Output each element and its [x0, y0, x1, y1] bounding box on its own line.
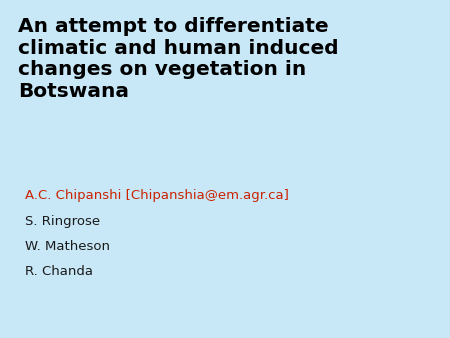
Text: A.C. Chipanshi [Chipanshia@em.agr.ca]: A.C. Chipanshi [Chipanshia@em.agr.ca]	[25, 189, 288, 202]
Text: An attempt to differentiate
climatic and human induced
changes on vegetation in
: An attempt to differentiate climatic and…	[18, 17, 338, 101]
Text: W. Matheson: W. Matheson	[25, 240, 110, 253]
Text: S. Ringrose: S. Ringrose	[25, 215, 100, 227]
Text: R. Chanda: R. Chanda	[25, 265, 93, 278]
